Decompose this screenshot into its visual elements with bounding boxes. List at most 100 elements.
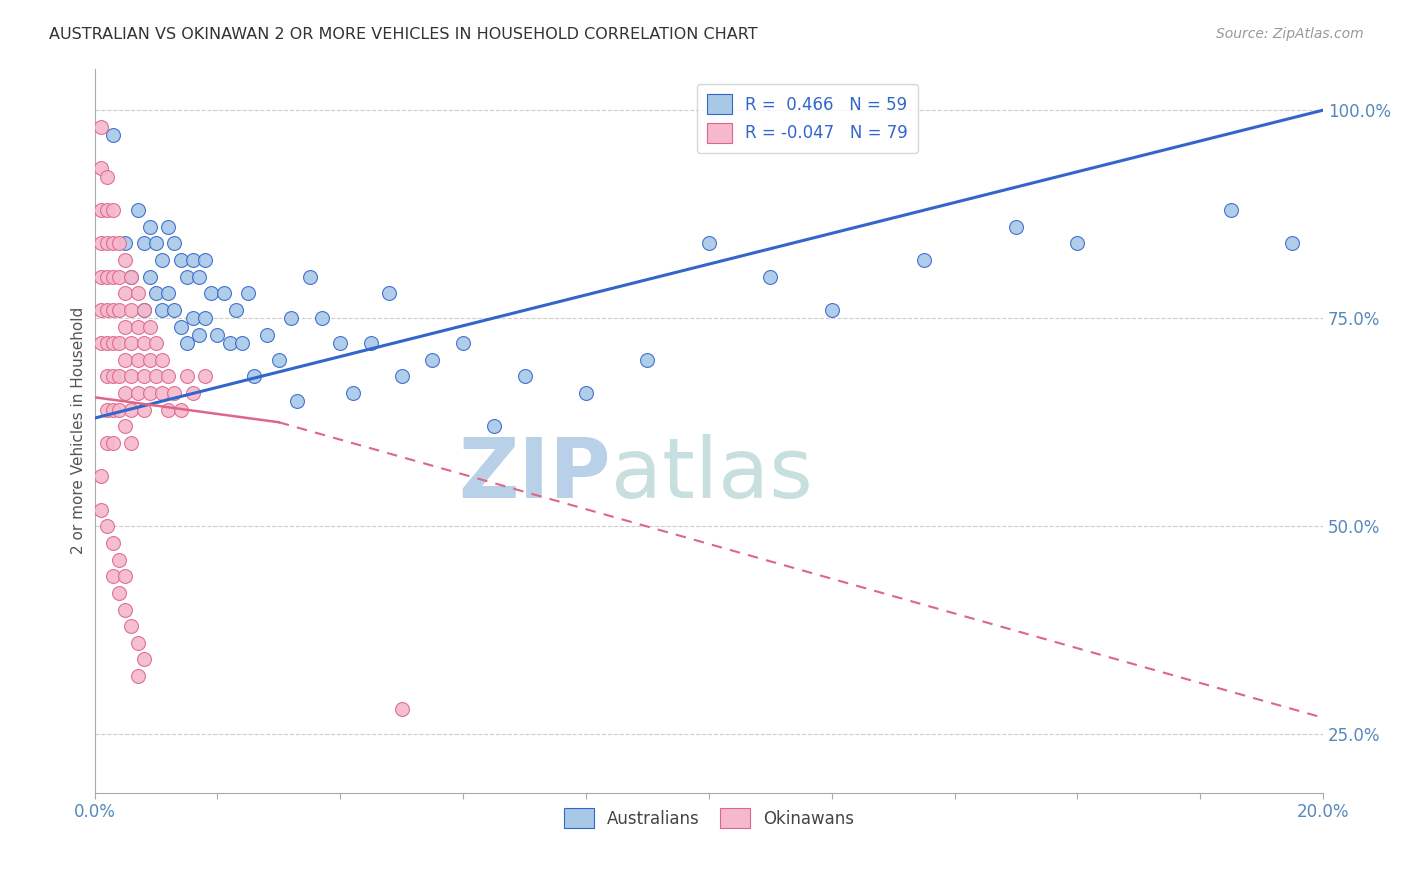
Point (207, 802, 229, 816)
Point (108, 402, 131, 417)
Point (96, 202, 118, 217)
Point (96, 336, 118, 351)
Point (391, 369, 413, 384)
Point (101, 336, 124, 351)
Point (127, 669, 149, 683)
Point (759, 269, 782, 284)
Point (218, 336, 240, 351)
Point (132, 302, 155, 317)
Point (120, 269, 142, 284)
Point (132, 302, 155, 317)
Point (378, 286, 401, 301)
Point (139, 352, 162, 367)
Point (101, 569, 124, 583)
Point (139, 386, 162, 401)
Point (157, 369, 180, 384)
Point (157, 219, 180, 234)
Point (101, 302, 124, 317)
Y-axis label: 2 or more Vehicles in Household: 2 or more Vehicles in Household (72, 307, 86, 554)
Point (391, 702, 413, 716)
Point (422, 352, 444, 367)
Point (120, 269, 142, 284)
Point (127, 319, 149, 334)
Point (188, 269, 211, 284)
Point (1066, 236, 1088, 251)
Point (181, 252, 204, 267)
Point (1220, 202, 1243, 217)
Point (96, 436, 118, 450)
Point (163, 236, 186, 251)
Point (181, 311, 204, 326)
Point (150, 352, 173, 367)
Point (236, 286, 259, 301)
Point (114, 352, 136, 367)
Point (181, 386, 204, 401)
Point (212, 286, 235, 301)
Point (114, 386, 136, 401)
Point (207, 327, 229, 342)
Text: AUSTRALIAN VS OKINAWAN 2 OR MORE VEHICLES IN HOUSEHOLD CORRELATION CHART: AUSTRALIAN VS OKINAWAN 2 OR MORE VEHICLE… (49, 27, 758, 42)
Point (132, 652, 155, 666)
Point (150, 252, 173, 267)
Point (298, 269, 321, 284)
Point (127, 636, 149, 650)
Point (114, 286, 136, 301)
Point (285, 394, 308, 409)
Point (108, 269, 131, 284)
Point (90, 236, 112, 251)
Point (132, 402, 155, 417)
Point (90, 269, 112, 284)
Point (96, 369, 118, 384)
Point (90, 302, 112, 317)
Text: atlas: atlas (610, 434, 813, 515)
Point (101, 436, 124, 450)
Legend: Australians, Okinawans: Australians, Okinawans (557, 801, 860, 835)
Point (90, 502, 112, 516)
Text: Source: ZipAtlas.com: Source: ZipAtlas.com (1216, 27, 1364, 41)
Point (139, 219, 162, 234)
Point (120, 302, 142, 317)
Point (114, 419, 136, 434)
Point (90, 469, 112, 483)
Point (127, 352, 149, 367)
Point (96, 302, 118, 317)
Point (311, 311, 333, 326)
Point (169, 402, 191, 417)
Point (145, 336, 167, 351)
Point (108, 552, 131, 566)
Point (243, 369, 266, 384)
Point (127, 202, 149, 217)
Point (96, 236, 118, 251)
Point (139, 269, 162, 284)
Point (231, 336, 253, 351)
Point (114, 602, 136, 616)
Point (329, 336, 352, 351)
Point (150, 302, 173, 317)
Point (360, 336, 382, 351)
Point (1281, 236, 1303, 251)
Point (225, 302, 247, 317)
Point (114, 569, 136, 583)
Point (101, 402, 124, 417)
Point (90, 336, 112, 351)
Point (101, 369, 124, 384)
Point (697, 236, 720, 251)
Point (169, 319, 191, 334)
Point (157, 286, 180, 301)
Point (176, 369, 198, 384)
Point (575, 386, 598, 401)
Point (101, 269, 124, 284)
Point (114, 236, 136, 251)
Point (108, 369, 131, 384)
Point (96, 519, 118, 533)
Point (90, 202, 112, 217)
Point (636, 352, 658, 367)
Point (114, 252, 136, 267)
Point (101, 536, 124, 550)
Point (120, 436, 142, 450)
Point (157, 402, 180, 417)
Point (163, 302, 186, 317)
Point (90, 161, 112, 176)
Point (108, 336, 131, 351)
Point (513, 369, 536, 384)
